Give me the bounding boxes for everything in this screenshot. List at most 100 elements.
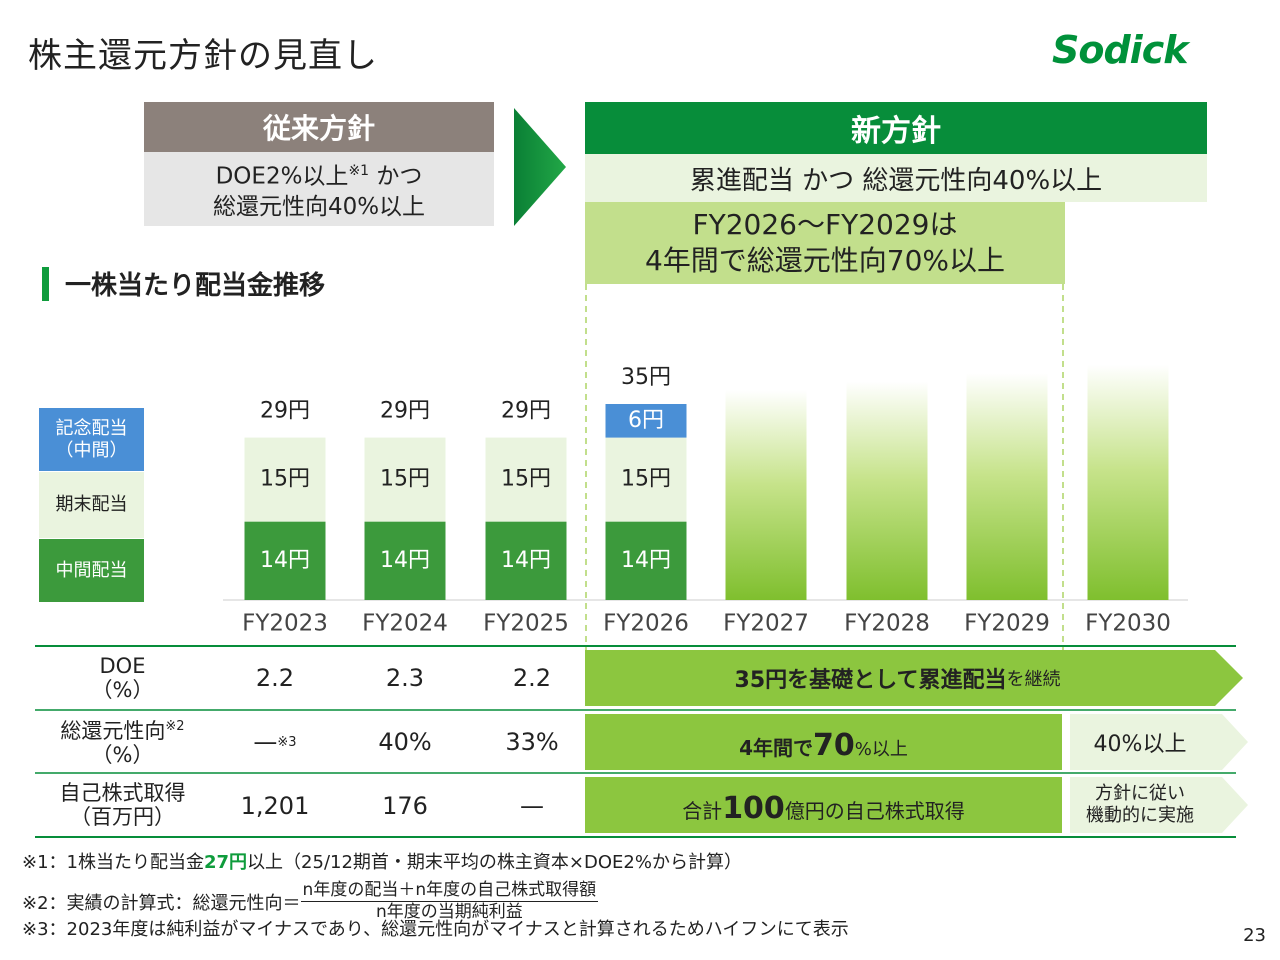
ratio-arrow-pre: 4年間で bbox=[739, 736, 814, 760]
section-title: 一株当たり配当金推移 bbox=[42, 265, 325, 302]
x-tick-fy2026: FY2026 bbox=[603, 611, 689, 637]
row-label-buyback: 自己株式取得 （百万円） bbox=[35, 777, 210, 833]
bar-fy2025-series1 bbox=[485, 437, 567, 522]
old-policy-doe: DOE2%以上 bbox=[215, 163, 349, 190]
row-label-doe: DOE （%） bbox=[35, 650, 210, 706]
footnote-1-post: 以上（25/12期首・期末平均の株主資本×DOE2%から計算） bbox=[247, 852, 742, 873]
buyback-arrow-big: 100 bbox=[722, 791, 785, 826]
buyback-side-text: 方針に従い 機動的に実施 bbox=[1070, 777, 1210, 833]
future-bar-fy2027 bbox=[725, 390, 807, 600]
footnote-2: ※2：実績の計算式：総還元性向＝ n年度の配当＋n年度の自己株式取得額 n年度の… bbox=[22, 880, 599, 923]
ratio-arrow-big: 70 bbox=[813, 728, 855, 763]
bar-label-fy2026-series1: 15円 bbox=[621, 467, 671, 492]
old-policy-body: DOE2%以上※1 かつ 総還元性向40%以上 bbox=[144, 152, 494, 226]
footnote-1: ※1：1株当たり配当金27円以上（25/12期首・期末平均の株主資本×DOE2%… bbox=[22, 848, 742, 874]
future-bar-fy2030 bbox=[1087, 364, 1169, 600]
policy-table-lines bbox=[35, 645, 1248, 838]
sodick-logo: Sodick bbox=[1052, 28, 1188, 72]
total-label-fy2026: 35円 bbox=[621, 365, 671, 390]
row-label-doe-1: DOE bbox=[99, 654, 146, 678]
new-policy-header: 新方針 bbox=[585, 102, 1207, 154]
cell-ratio-fy2025: 33% bbox=[505, 728, 559, 756]
bar-fy2023-series0 bbox=[244, 521, 326, 600]
row-label-ratio: 総還元性向※2 （%） bbox=[35, 713, 210, 769]
buyback-arrow bbox=[585, 777, 1062, 833]
buyback-side-line2: 機動的に実施 bbox=[1086, 805, 1194, 826]
ratio-arrow-post: %以上 bbox=[854, 739, 908, 760]
bar-fy2026-series0 bbox=[605, 521, 687, 600]
page-title: 株主還元方針の見直し bbox=[28, 36, 378, 76]
section-bar bbox=[42, 266, 49, 301]
cell-ratio-fy2023-value: — bbox=[253, 728, 278, 756]
row-label-ratio-2: （%） bbox=[91, 743, 154, 767]
old-policy-header: 従来方針 bbox=[144, 102, 494, 152]
row-label-ratio-1: 総還元性向 bbox=[60, 719, 166, 743]
cell-buyback-fy2024: 176 bbox=[382, 792, 428, 820]
new-policy-body: 累進配当 かつ 総還元性向40%以上 bbox=[585, 154, 1207, 202]
footnote-2-fraction: n年度の配当＋n年度の自己株式取得額 n年度の当期純利益 bbox=[300, 880, 599, 923]
doe-arrow-text: 35円を基礎として累進配当 を継続 bbox=[585, 650, 1210, 706]
x-tick-fy2029: FY2029 bbox=[964, 611, 1050, 637]
footnote-1-highlight: 27円 bbox=[204, 852, 248, 873]
legend-kimatsu-label: 期末配当 bbox=[55, 494, 128, 515]
cell-ratio-fy2023-sup: ※3 bbox=[277, 734, 297, 750]
legend-kinen-label: 記念配当 （中間） bbox=[55, 417, 128, 461]
bar-label-fy2023-series0: 14円 bbox=[260, 548, 310, 573]
cell-ratio-fy2024: 40% bbox=[378, 728, 432, 756]
bar-label-fy2025-series1: 15円 bbox=[501, 467, 551, 492]
bar-label-fy2025-series0: 14円 bbox=[501, 548, 551, 573]
doe-arrow-small: を継続 bbox=[1006, 669, 1061, 690]
bar-fy2024-series1 bbox=[364, 437, 446, 522]
bar-fy2026-series2 bbox=[605, 404, 687, 438]
x-tick-fy2028: FY2028 bbox=[844, 611, 930, 637]
bar-fy2023-series1 bbox=[244, 437, 326, 522]
old-policy-line2: 総還元性向40%以上 bbox=[212, 193, 426, 220]
buyback-arrow-pre: 合計 bbox=[682, 799, 723, 823]
doe-arrow-bold: 35円を基礎として累進配当 bbox=[734, 668, 1007, 693]
section-title-text: 一株当たり配当金推移 bbox=[65, 271, 326, 301]
footnote-2-numerator: n年度の配当＋n年度の自己株式取得額 bbox=[300, 880, 599, 902]
ratio-side-arrow bbox=[1070, 714, 1248, 770]
ratio-side-text: 40%以上 bbox=[1093, 732, 1187, 757]
legend-chukan-label: 中間配当 bbox=[55, 559, 128, 581]
dividend-chart: 14円 15円 29円 FY2023 14円 15円 29円 FY2024 14円 15円 29円 F… bbox=[223, 284, 1188, 650]
new-policy-sub-line2: 4年間で総還元性向70%以上 bbox=[644, 244, 1006, 277]
bar-label-fy2024-series0: 14円 bbox=[380, 548, 430, 573]
total-label-fy2024: 29円 bbox=[380, 399, 430, 424]
new-policy-sub: FY2026～FY2029は 4年間で総還元性向70%以上 bbox=[585, 202, 1065, 284]
old-policy-and: かつ bbox=[369, 163, 423, 190]
bar-label-fy2026-series0: 14円 bbox=[621, 548, 671, 573]
x-tick-fy2023: FY2023 bbox=[242, 611, 328, 637]
total-label-fy2025: 29円 bbox=[501, 399, 551, 424]
bar-label-fy2026-series2: 6円 bbox=[628, 408, 664, 433]
ratio-arrow bbox=[585, 714, 1062, 770]
bar-fy2025-series0 bbox=[485, 521, 567, 600]
bar-fy2024-series0 bbox=[364, 521, 446, 600]
cell-doe-fy2023: 2.2 bbox=[255, 664, 295, 692]
bar-label-fy2024-series1: 15円 bbox=[380, 467, 430, 492]
x-tick-fy2024: FY2024 bbox=[362, 611, 448, 637]
buyback-arrow-text: 合計 100 億円の自己株式取得 bbox=[585, 777, 1062, 833]
x-tick-fy2027: FY2027 bbox=[723, 611, 809, 637]
row-label-doe-2: （%） bbox=[91, 678, 154, 702]
total-label-fy2023: 29円 bbox=[260, 399, 310, 424]
row-label-ratio-sup: ※2 bbox=[165, 719, 185, 734]
bar-fy2026-series1 bbox=[605, 437, 687, 522]
doe-arrow bbox=[585, 650, 1243, 706]
cell-doe-fy2024: 2.3 bbox=[385, 664, 425, 692]
footnote-1-pre: ※1：1株当たり配当金 bbox=[22, 852, 204, 873]
cell-buyback-fy2023: 1,201 bbox=[240, 792, 310, 820]
row-label-buyback-2: （百万円） bbox=[70, 805, 175, 829]
cell-buyback-fy2025: — bbox=[520, 792, 544, 820]
new-policy-sub-line1: FY2026～FY2029は bbox=[692, 208, 958, 241]
buyback-side-arrow bbox=[1070, 777, 1248, 833]
footnote-2-pre: ※2：実績の計算式：総還元性向＝ bbox=[22, 892, 301, 914]
footnote-3: ※3：2023年度は純利益がマイナスであり、総還元性向がマイナスと計算されるため… bbox=[22, 919, 849, 940]
future-bar-fy2029 bbox=[966, 373, 1048, 600]
cell-doe-fy2025: 2.2 bbox=[512, 664, 552, 692]
legend-kimatsu: 期末配当 bbox=[39, 472, 144, 538]
row-label-buyback-1: 自己株式取得 bbox=[59, 781, 186, 805]
cell-ratio-fy2023: — ※3 bbox=[215, 724, 335, 760]
x-tick-fy2025: FY2025 bbox=[483, 611, 569, 637]
old-policy-sup: ※1 bbox=[348, 163, 370, 180]
